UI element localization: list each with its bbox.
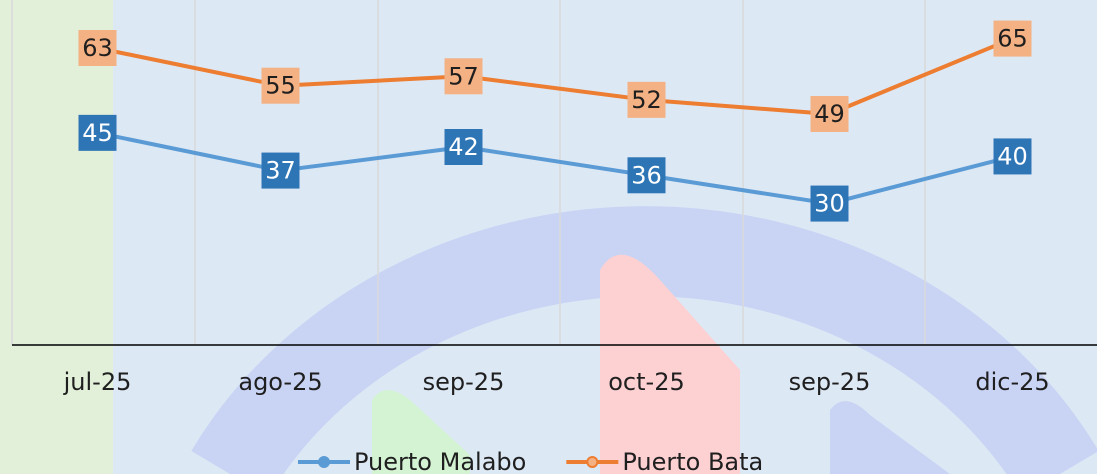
x-tick-label: ago-25 <box>238 368 322 396</box>
data-label: 52 <box>631 86 662 114</box>
legend-marker <box>319 457 329 467</box>
legend-marker <box>587 457 597 467</box>
background-strip <box>0 0 113 474</box>
data-label: 30 <box>814 190 845 218</box>
chart: jul-25 ago-25 sep-25 oct-25 sep-25 dic-25 45 37… <box>0 0 1097 474</box>
data-label: 57 <box>448 62 479 90</box>
data-label: 55 <box>265 72 296 100</box>
legend-label: Puerto Malabo <box>354 448 526 474</box>
data-label: 49 <box>814 100 845 128</box>
x-tick-label: jul-25 <box>63 368 132 396</box>
x-tick-label: sep-25 <box>789 368 871 396</box>
x-tick-label: oct-25 <box>608 368 685 396</box>
data-label: 36 <box>631 161 662 189</box>
data-label: 37 <box>265 157 296 185</box>
data-label: 42 <box>448 133 479 161</box>
data-label: 63 <box>82 34 113 62</box>
legend-label: Puerto Bata <box>622 448 763 474</box>
data-label: 45 <box>82 119 113 147</box>
data-label: 40 <box>997 142 1028 170</box>
x-tick-label: sep-25 <box>423 368 505 396</box>
data-label: 65 <box>997 25 1028 53</box>
x-tick-label: dic-25 <box>975 368 1049 396</box>
